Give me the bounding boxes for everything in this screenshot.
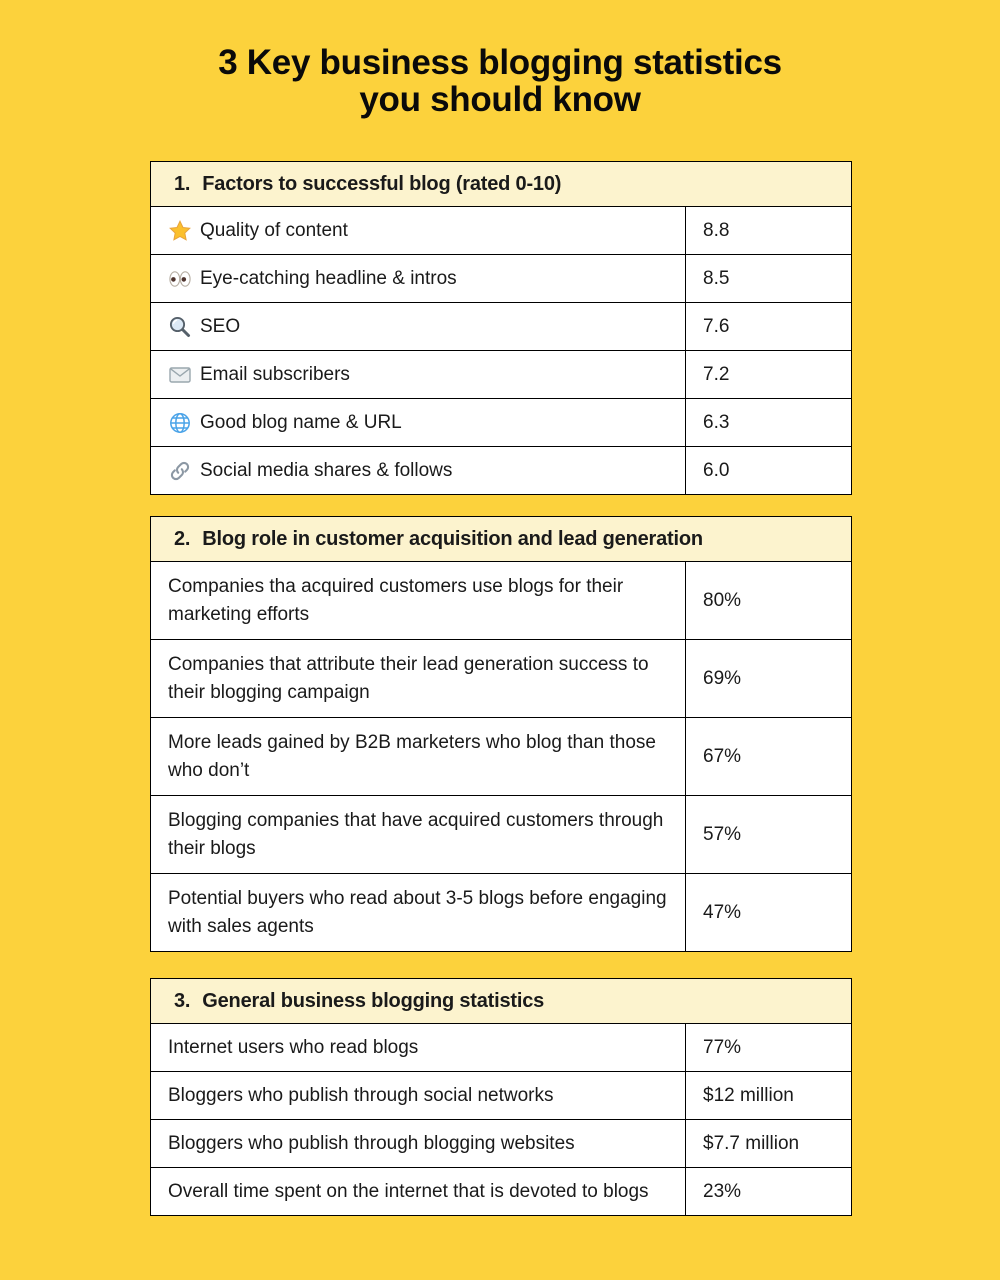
row-value: 6.0 [703, 459, 730, 481]
row-label-cell: SEO [151, 303, 686, 350]
row-value: 77% [703, 1036, 742, 1058]
row-label: Quality of content [200, 219, 348, 241]
row-value: 67% [703, 745, 742, 767]
star-icon [168, 219, 192, 243]
row-label-cell: Quality of content [151, 207, 686, 254]
row-label: Blogging companies that have acquired cu… [168, 809, 664, 859]
table-factors-to-successful-blog: 1. Factors to successful blog (rated 0-1… [150, 161, 852, 495]
table-rows: Companies tha acquired customers use blo… [150, 562, 852, 952]
row-label-cell: Email subscribers [151, 351, 686, 398]
row-label-cell: Internet users who read blogs [151, 1024, 686, 1071]
table-row: Bloggers who publish through social netw… [150, 1072, 852, 1120]
table-row: More leads gained by B2B marketers who b… [150, 718, 852, 796]
row-label: Eye-catching headline & intros [200, 267, 457, 289]
row-label-cell: Social media shares & follows [151, 447, 686, 494]
table-row: Companies tha acquired customers use blo… [150, 562, 852, 640]
row-value: 80% [703, 589, 742, 611]
table-row: Overall time spent on the internet that … [150, 1168, 852, 1216]
row-value: 47% [703, 901, 742, 923]
row-label-cell: More leads gained by B2B marketers who b… [151, 718, 686, 795]
row-label: Companies that attribute their lead gene… [168, 653, 649, 703]
row-value: $12 million [703, 1084, 794, 1106]
link-icon [168, 459, 192, 483]
table-heading: 2. Blog role in customer acquisition and… [150, 516, 852, 562]
row-value: 69% [703, 667, 742, 689]
table-number: 3. [174, 989, 191, 1012]
table-row: Email subscribers 7.2 [150, 351, 852, 399]
envelope-icon [168, 363, 192, 387]
eyes-icon [168, 267, 192, 291]
table-title: Blog role in customer acquisition and le… [202, 527, 703, 550]
row-label: Social media shares & follows [200, 459, 453, 481]
table-rows: Quality of content 8.8 Eye-catching headli… [150, 207, 852, 495]
row-label: Companies tha acquired customers use blo… [168, 575, 624, 625]
table-row: Blogging companies that have acquired cu… [150, 796, 852, 874]
table-row: Companies that attribute their lead gene… [150, 640, 852, 718]
table-number: 1. [174, 172, 191, 195]
row-label-cell: Eye-catching headline & intros [151, 255, 686, 302]
row-value: 23% [703, 1180, 742, 1202]
row-value: 8.5 [703, 267, 730, 289]
table-general-blogging-statistics: 3. General business blogging statistics … [150, 978, 852, 1216]
globe-icon [168, 411, 192, 435]
table-number: 2. [174, 527, 191, 550]
table-row: Good blog name & URL 6.3 [150, 399, 852, 447]
row-value: 57% [703, 823, 742, 845]
row-label: More leads gained by B2B marketers who b… [168, 731, 656, 781]
row-label: Bloggers who publish through blogging we… [168, 1132, 575, 1154]
table-row: Social media shares & follows 6.0 [150, 447, 852, 495]
table-row: SEO 7.6 [150, 303, 852, 351]
row-label-cell: Companies that attribute their lead gene… [151, 640, 686, 717]
row-label-cell: Potential buyers who read about 3-5 blog… [151, 874, 686, 951]
row-value: $7.7 million [703, 1132, 800, 1154]
row-label: Bloggers who publish through social netw… [168, 1084, 554, 1106]
table-title: General business blogging statistics [202, 989, 545, 1012]
row-label-cell: Bloggers who publish through blogging we… [151, 1120, 686, 1167]
row-label: SEO [200, 315, 241, 337]
table-title: Factors to successful blog (rated 0-10) [202, 172, 562, 195]
row-label: Overall time spent on the internet that … [168, 1180, 649, 1202]
table-row: Potential buyers who read about 3-5 blog… [150, 874, 852, 952]
table-rows: Internet users who read blogs 77% Bloggers… [150, 1024, 852, 1216]
row-label: Internet users who read blogs [168, 1036, 419, 1058]
table-row: Eye-catching headline & intros 8.5 [150, 255, 852, 303]
row-label-cell: Good blog name & URL [151, 399, 686, 446]
table-heading: 1. Factors to successful blog (rated 0-1… [150, 161, 852, 207]
page-title: 3 Key business blogging statistics you s… [218, 43, 782, 119]
table-heading: 3. General business blogging statistics [150, 978, 852, 1024]
table-row: Quality of content 8.8 [150, 207, 852, 255]
row-label-cell: Blogging companies that have acquired cu… [151, 796, 686, 873]
magnifier-icon [168, 315, 192, 339]
row-value: 7.6 [703, 315, 730, 337]
row-label-cell: Overall time spent on the internet that … [151, 1168, 686, 1215]
row-value: 8.8 [703, 219, 730, 241]
table-row: Internet users who read blogs 77% [150, 1024, 852, 1072]
row-value: 6.3 [703, 411, 730, 433]
row-label: Potential buyers who read about 3-5 blog… [168, 887, 667, 937]
table-blog-role-customer-acquisition: 2. Blog role in customer acquisition and… [150, 516, 852, 952]
table-row: Bloggers who publish through blogging we… [150, 1120, 852, 1168]
row-label-cell: Companies tha acquired customers use blo… [151, 562, 686, 639]
row-label-cell: Bloggers who publish through social netw… [151, 1072, 686, 1119]
row-label: Good blog name & URL [200, 411, 402, 433]
row-value: 7.2 [703, 363, 730, 385]
row-label: Email subscribers [200, 363, 350, 385]
